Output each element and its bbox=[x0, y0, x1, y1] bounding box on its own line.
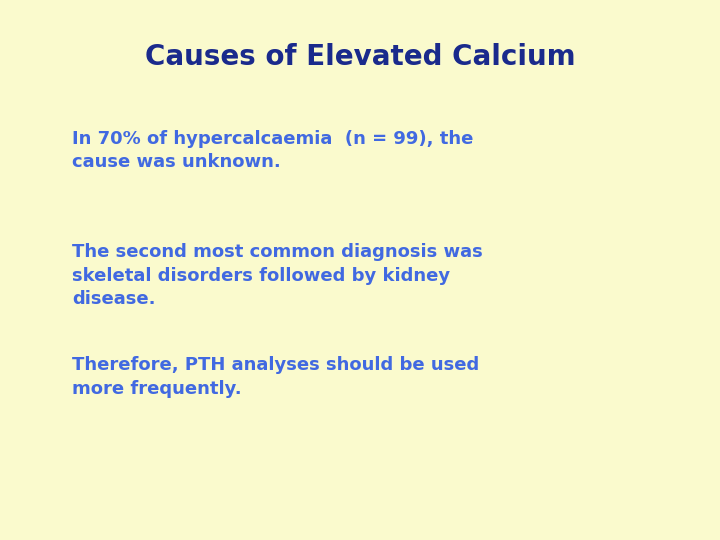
Text: Therefore, PTH analyses should be used
more frequently.: Therefore, PTH analyses should be used m… bbox=[72, 356, 480, 398]
Text: Causes of Elevated Calcium: Causes of Elevated Calcium bbox=[145, 43, 575, 71]
Text: The second most common diagnosis was
skeletal disorders followed by kidney
disea: The second most common diagnosis was ske… bbox=[72, 243, 482, 308]
Text: In 70% of hypercalcaemia  (n = 99), the
cause was unknown.: In 70% of hypercalcaemia (n = 99), the c… bbox=[72, 130, 473, 171]
